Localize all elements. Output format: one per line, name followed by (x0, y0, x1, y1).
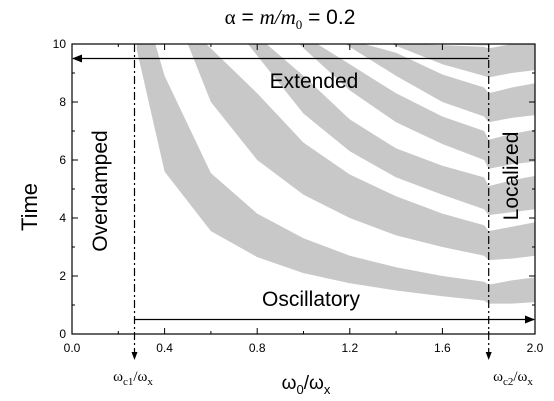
y-tick-label: 2 (59, 269, 66, 283)
chart-title: α = m/m0 = 0.2 (225, 5, 356, 32)
c1-sub: c1 (123, 376, 133, 388)
x-title-slash: /ω (304, 373, 324, 394)
y-tick-label: 6 (59, 153, 66, 167)
critical-arrowhead-1 (131, 352, 138, 360)
y-tick-label: 10 (53, 37, 67, 51)
region-label-overdamped: Overdamped (89, 130, 112, 251)
region-label-oscillatory: Oscillatory (262, 288, 361, 311)
x-tick-label: 0.8 (249, 341, 266, 355)
band-6 (391, 44, 535, 78)
x-title-sub0: 0 (296, 382, 303, 397)
critical-label-c1: ωc1/ωx (113, 369, 153, 388)
band-3 (247, 44, 535, 216)
y-tick-label: 8 (59, 95, 66, 109)
c2-slash: /ω (513, 369, 527, 385)
title-slash: / (274, 5, 283, 29)
title-m0: m (281, 5, 296, 29)
band-4 (298, 44, 535, 169)
region-label-localized: Localized (500, 132, 523, 221)
region-label-extended: Extended (270, 70, 359, 93)
x-title-omega: ω (282, 373, 297, 394)
c1-omega: ω (113, 369, 123, 385)
title-alpha: α (225, 5, 236, 29)
band-layer (136, 44, 536, 304)
x-axis-title: ω0/ωx (282, 373, 331, 397)
c1-subx: x (147, 376, 153, 388)
tick-layer: 0.0 0.4 0.8 1.2 1.6 2.0 0 2 4 6 8 10 (53, 37, 544, 355)
critical-label-c2: ωc2/ωx (493, 369, 533, 388)
title-equals: = (236, 6, 260, 29)
arrows-layer (72, 54, 535, 324)
title-m0-subscript: 0 (296, 17, 303, 32)
x-tick-label: 2.0 (527, 341, 544, 355)
c2-subx: x (527, 376, 533, 388)
critical-arrowhead-2 (485, 352, 492, 360)
critical-lines-layer (131, 44, 492, 360)
band-5 (345, 44, 535, 123)
title-m: m (260, 5, 275, 29)
x-tick-label: 1.6 (434, 341, 451, 355)
x-title-subx: x (324, 382, 331, 397)
c2-sub: c2 (503, 376, 513, 388)
y-tick-label: 0 (59, 327, 66, 341)
x-tick-label: 1.2 (341, 341, 358, 355)
title-value: = 0.2 (302, 6, 355, 29)
c1-slash: /ω (133, 369, 147, 385)
band-2 (187, 44, 536, 261)
x-tick-label: 0.0 (64, 341, 81, 355)
y-tick-label: 4 (59, 211, 66, 225)
y-axis-title: Time (17, 183, 42, 231)
c2-omega: ω (493, 369, 503, 385)
band-1 (136, 44, 536, 304)
x-tick-label: 0.4 (156, 341, 173, 355)
